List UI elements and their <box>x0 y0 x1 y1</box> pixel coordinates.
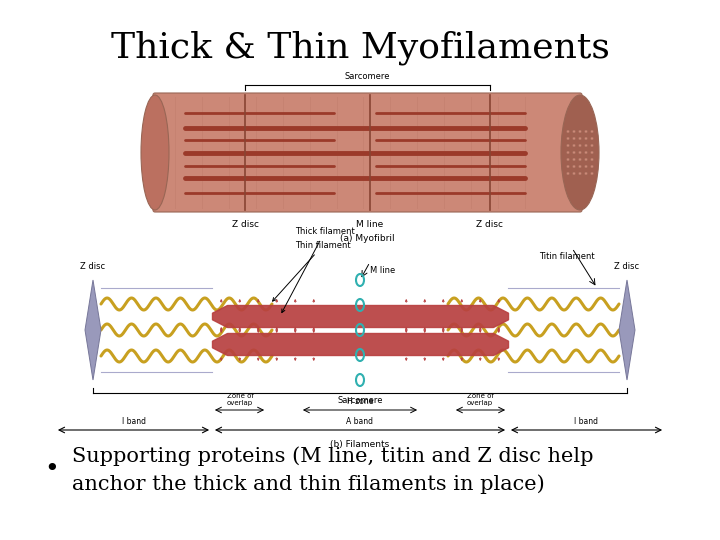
Text: A band: A band <box>346 417 374 426</box>
Ellipse shape <box>567 130 570 133</box>
Ellipse shape <box>585 172 588 175</box>
Ellipse shape <box>572 158 575 161</box>
Text: Zone of
overlap: Zone of overlap <box>467 393 493 406</box>
Ellipse shape <box>567 165 570 168</box>
Text: Zone of
overlap: Zone of overlap <box>227 393 253 406</box>
Ellipse shape <box>567 137 570 140</box>
Ellipse shape <box>590 144 593 147</box>
Ellipse shape <box>561 95 599 210</box>
Ellipse shape <box>572 151 575 154</box>
Ellipse shape <box>567 151 570 154</box>
Ellipse shape <box>590 158 593 161</box>
Ellipse shape <box>567 172 570 175</box>
Ellipse shape <box>572 172 575 175</box>
Ellipse shape <box>578 158 582 161</box>
Ellipse shape <box>585 158 588 161</box>
Text: Z disc: Z disc <box>81 262 106 271</box>
Text: M line: M line <box>356 220 384 229</box>
Text: H zone: H zone <box>347 397 373 406</box>
Ellipse shape <box>590 137 593 140</box>
Text: •: • <box>45 458 59 482</box>
Ellipse shape <box>590 172 593 175</box>
Ellipse shape <box>141 95 169 210</box>
FancyBboxPatch shape <box>153 93 582 212</box>
Text: I band: I band <box>122 417 145 426</box>
Ellipse shape <box>572 130 575 133</box>
Ellipse shape <box>585 165 588 168</box>
Ellipse shape <box>585 144 588 147</box>
Ellipse shape <box>567 144 570 147</box>
Ellipse shape <box>572 137 575 140</box>
Ellipse shape <box>585 137 588 140</box>
Ellipse shape <box>567 158 570 161</box>
Ellipse shape <box>572 144 575 147</box>
Ellipse shape <box>578 165 582 168</box>
Ellipse shape <box>590 151 593 154</box>
Ellipse shape <box>578 151 582 154</box>
Ellipse shape <box>590 165 593 168</box>
Ellipse shape <box>590 130 593 133</box>
Polygon shape <box>85 280 101 380</box>
Ellipse shape <box>578 130 582 133</box>
Ellipse shape <box>572 165 575 168</box>
Polygon shape <box>619 280 635 380</box>
Ellipse shape <box>578 144 582 147</box>
Ellipse shape <box>578 172 582 175</box>
Text: Z disc: Z disc <box>477 220 503 229</box>
Text: Supporting proteins (M line, titin and Z disc help
anchor the thick and thin fil: Supporting proteins (M line, titin and Z… <box>72 447 593 494</box>
Text: M line: M line <box>370 266 395 275</box>
Text: Z disc: Z disc <box>232 220 258 229</box>
Ellipse shape <box>578 137 582 140</box>
Text: Sarcomere: Sarcomere <box>345 72 390 81</box>
Text: Sarcomere: Sarcomere <box>337 396 383 405</box>
Text: Thick filament: Thick filament <box>282 227 355 313</box>
Text: Thin filament: Thin filament <box>273 241 351 301</box>
Text: (a) Myofibril: (a) Myofibril <box>340 234 395 243</box>
Ellipse shape <box>585 151 588 154</box>
Text: Z disc: Z disc <box>614 262 639 271</box>
Ellipse shape <box>585 130 588 133</box>
Text: Titin filament: Titin filament <box>539 252 595 261</box>
Text: (b) Filaments: (b) Filaments <box>330 440 390 449</box>
Text: I band: I band <box>575 417 598 426</box>
Text: Thick & Thin Myofilaments: Thick & Thin Myofilaments <box>111 31 609 65</box>
